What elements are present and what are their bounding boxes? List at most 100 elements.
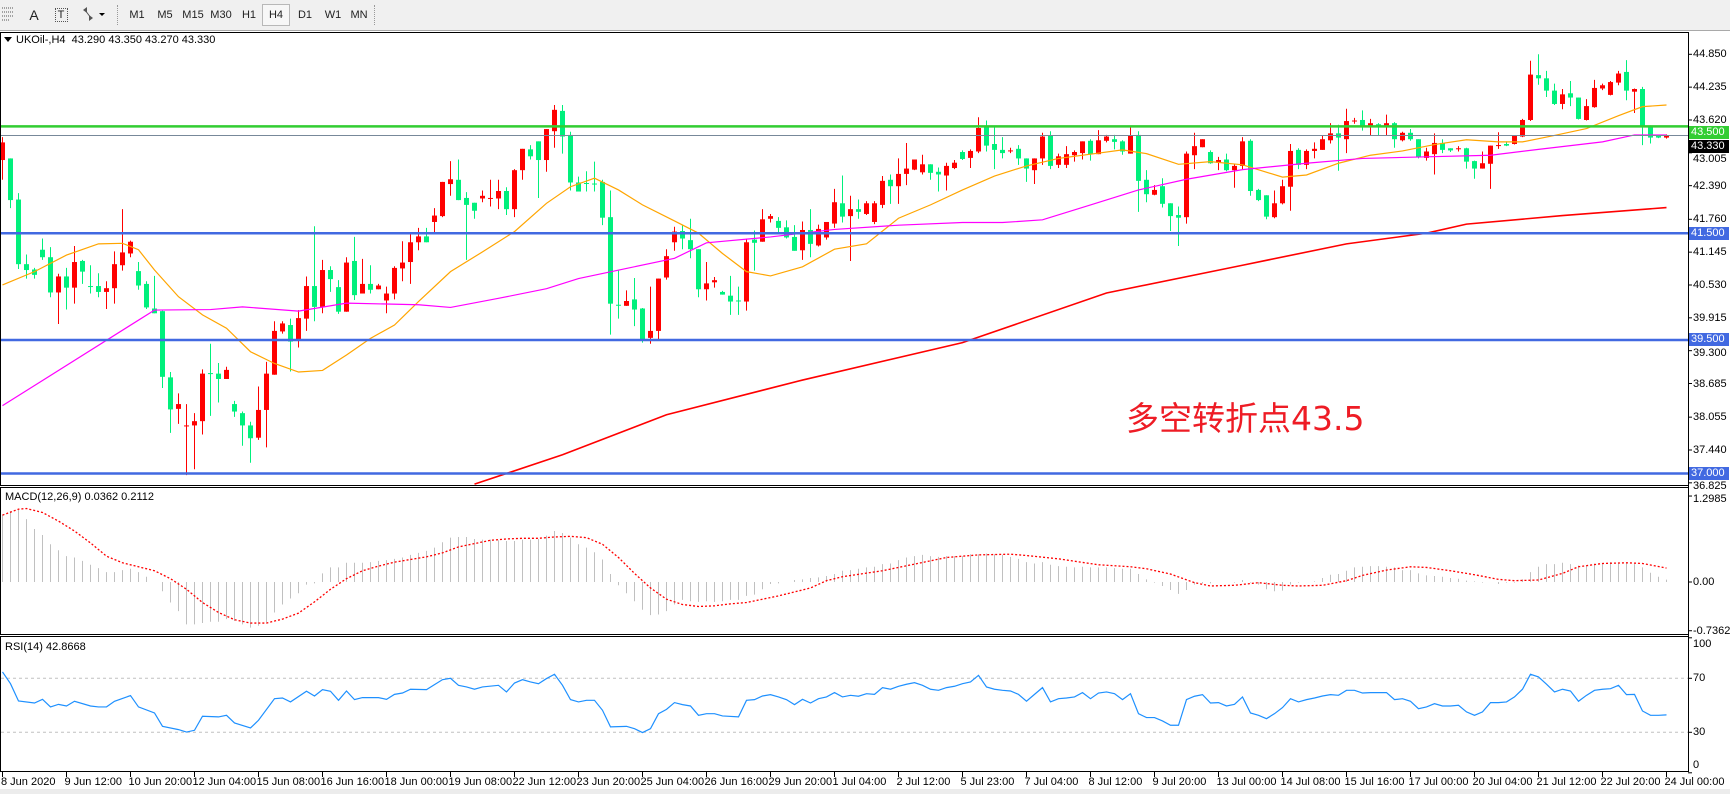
candle-body [840,203,845,217]
candle [904,142,909,186]
candle-body [432,215,437,222]
candle [1456,146,1461,152]
candle-body [192,421,197,426]
candle-body [760,219,765,242]
timeframe-h4-button[interactable]: H4 [262,4,290,26]
candle [1048,131,1053,170]
candle-body [312,286,317,307]
candle [688,218,693,259]
candle-body [232,404,237,412]
fibonacci-icon[interactable] [2,4,16,26]
candle-body [1520,119,1525,137]
candle-body [1600,85,1605,89]
time-tick-label: 1 Jul 04:00 [832,776,887,788]
candle [248,421,253,463]
candle-body [1000,149,1005,154]
status-strip [0,789,1730,794]
candle-body [144,283,149,308]
candle-body [648,330,653,338]
price-line-label: 43.500 [1689,126,1729,140]
candle-body [544,129,549,161]
candle-body [104,288,109,292]
candle-body [736,300,741,302]
candle [832,188,837,228]
candle-body [712,280,717,283]
text-label-icon[interactable]: A [29,7,39,23]
time-tick-label: 22 Jul 20:00 [1600,776,1661,788]
time-tick-label: 26 Jun 16:00 [704,776,769,788]
candle-body [528,149,533,157]
time-tick-label: 25 Jun 04:00 [640,776,705,788]
moving-average-medium [2,134,1667,407]
candle [240,411,245,446]
candle-body [136,271,141,286]
candle [1576,97,1581,120]
price-tick-label: 42.390 [1693,179,1727,192]
text-box-icon[interactable]: T [53,4,69,26]
candle [664,249,669,280]
candle-body [672,231,677,243]
candle [760,209,765,242]
candle [1288,144,1293,211]
macd-signal-line [2,507,1667,624]
candle-body [480,195,485,199]
candle [880,176,885,209]
candle [1496,132,1501,149]
timeframe-m15-button[interactable]: M15 [182,9,204,21]
candle-body [448,179,453,185]
candle-body [208,373,213,375]
timeframe-m30-button[interactable]: M30 [210,9,232,21]
candle [568,131,573,191]
collapse-triangle-icon[interactable] [4,37,12,42]
candle [232,400,237,417]
candle [792,225,797,251]
candle [40,238,45,260]
rsi-tick-label: 30 [1693,726,1706,739]
timeframe-d1-button[interactable]: D1 [297,9,313,21]
chart-title: UKOil-,H4 43.290 43.350 43.270 43.330 [4,34,215,46]
candle [768,213,773,223]
timeframe-h1-button[interactable]: H1 [241,9,257,21]
candle [88,265,93,294]
candle [704,262,709,301]
candle [816,224,821,247]
candle-body [1576,97,1581,119]
timeframe-m5-button[interactable]: M5 [157,9,173,21]
candle [1144,170,1149,203]
candle-body [360,283,365,294]
candle [504,187,509,216]
candle [592,161,597,192]
candle [1224,153,1229,172]
time-tick-label: 19 Jun 08:00 [448,776,513,788]
candle-body [1128,136,1133,154]
candle [1520,118,1525,138]
candle [400,241,405,282]
candle-body [536,141,541,161]
candle [1592,79,1597,108]
candle-body [960,152,965,159]
candle [1424,147,1429,161]
candle-body [1392,123,1397,140]
candle [176,393,181,424]
candle-body [504,191,509,210]
candle-body [632,299,637,310]
candle-body [1176,215,1181,218]
candle [80,259,85,284]
timeframe-w1-button[interactable]: W1 [324,9,342,21]
candle-body [896,173,901,187]
candle [128,240,133,258]
dropdown-arrow-icon[interactable] [99,13,105,16]
candle [1016,145,1021,165]
candle [1136,131,1141,212]
timeframe-mn-button[interactable]: MN [350,9,368,21]
time-tick-label: 8 Jul 12:00 [1088,776,1143,788]
candle [560,105,565,154]
candle [920,154,925,175]
time-tick-label: 23 Jun 20:00 [576,776,641,788]
candle [392,266,397,300]
candle [152,275,157,314]
timeframe-m1-button[interactable]: M1 [129,9,145,21]
candle [800,221,805,260]
arrows-icon[interactable] [80,4,108,26]
